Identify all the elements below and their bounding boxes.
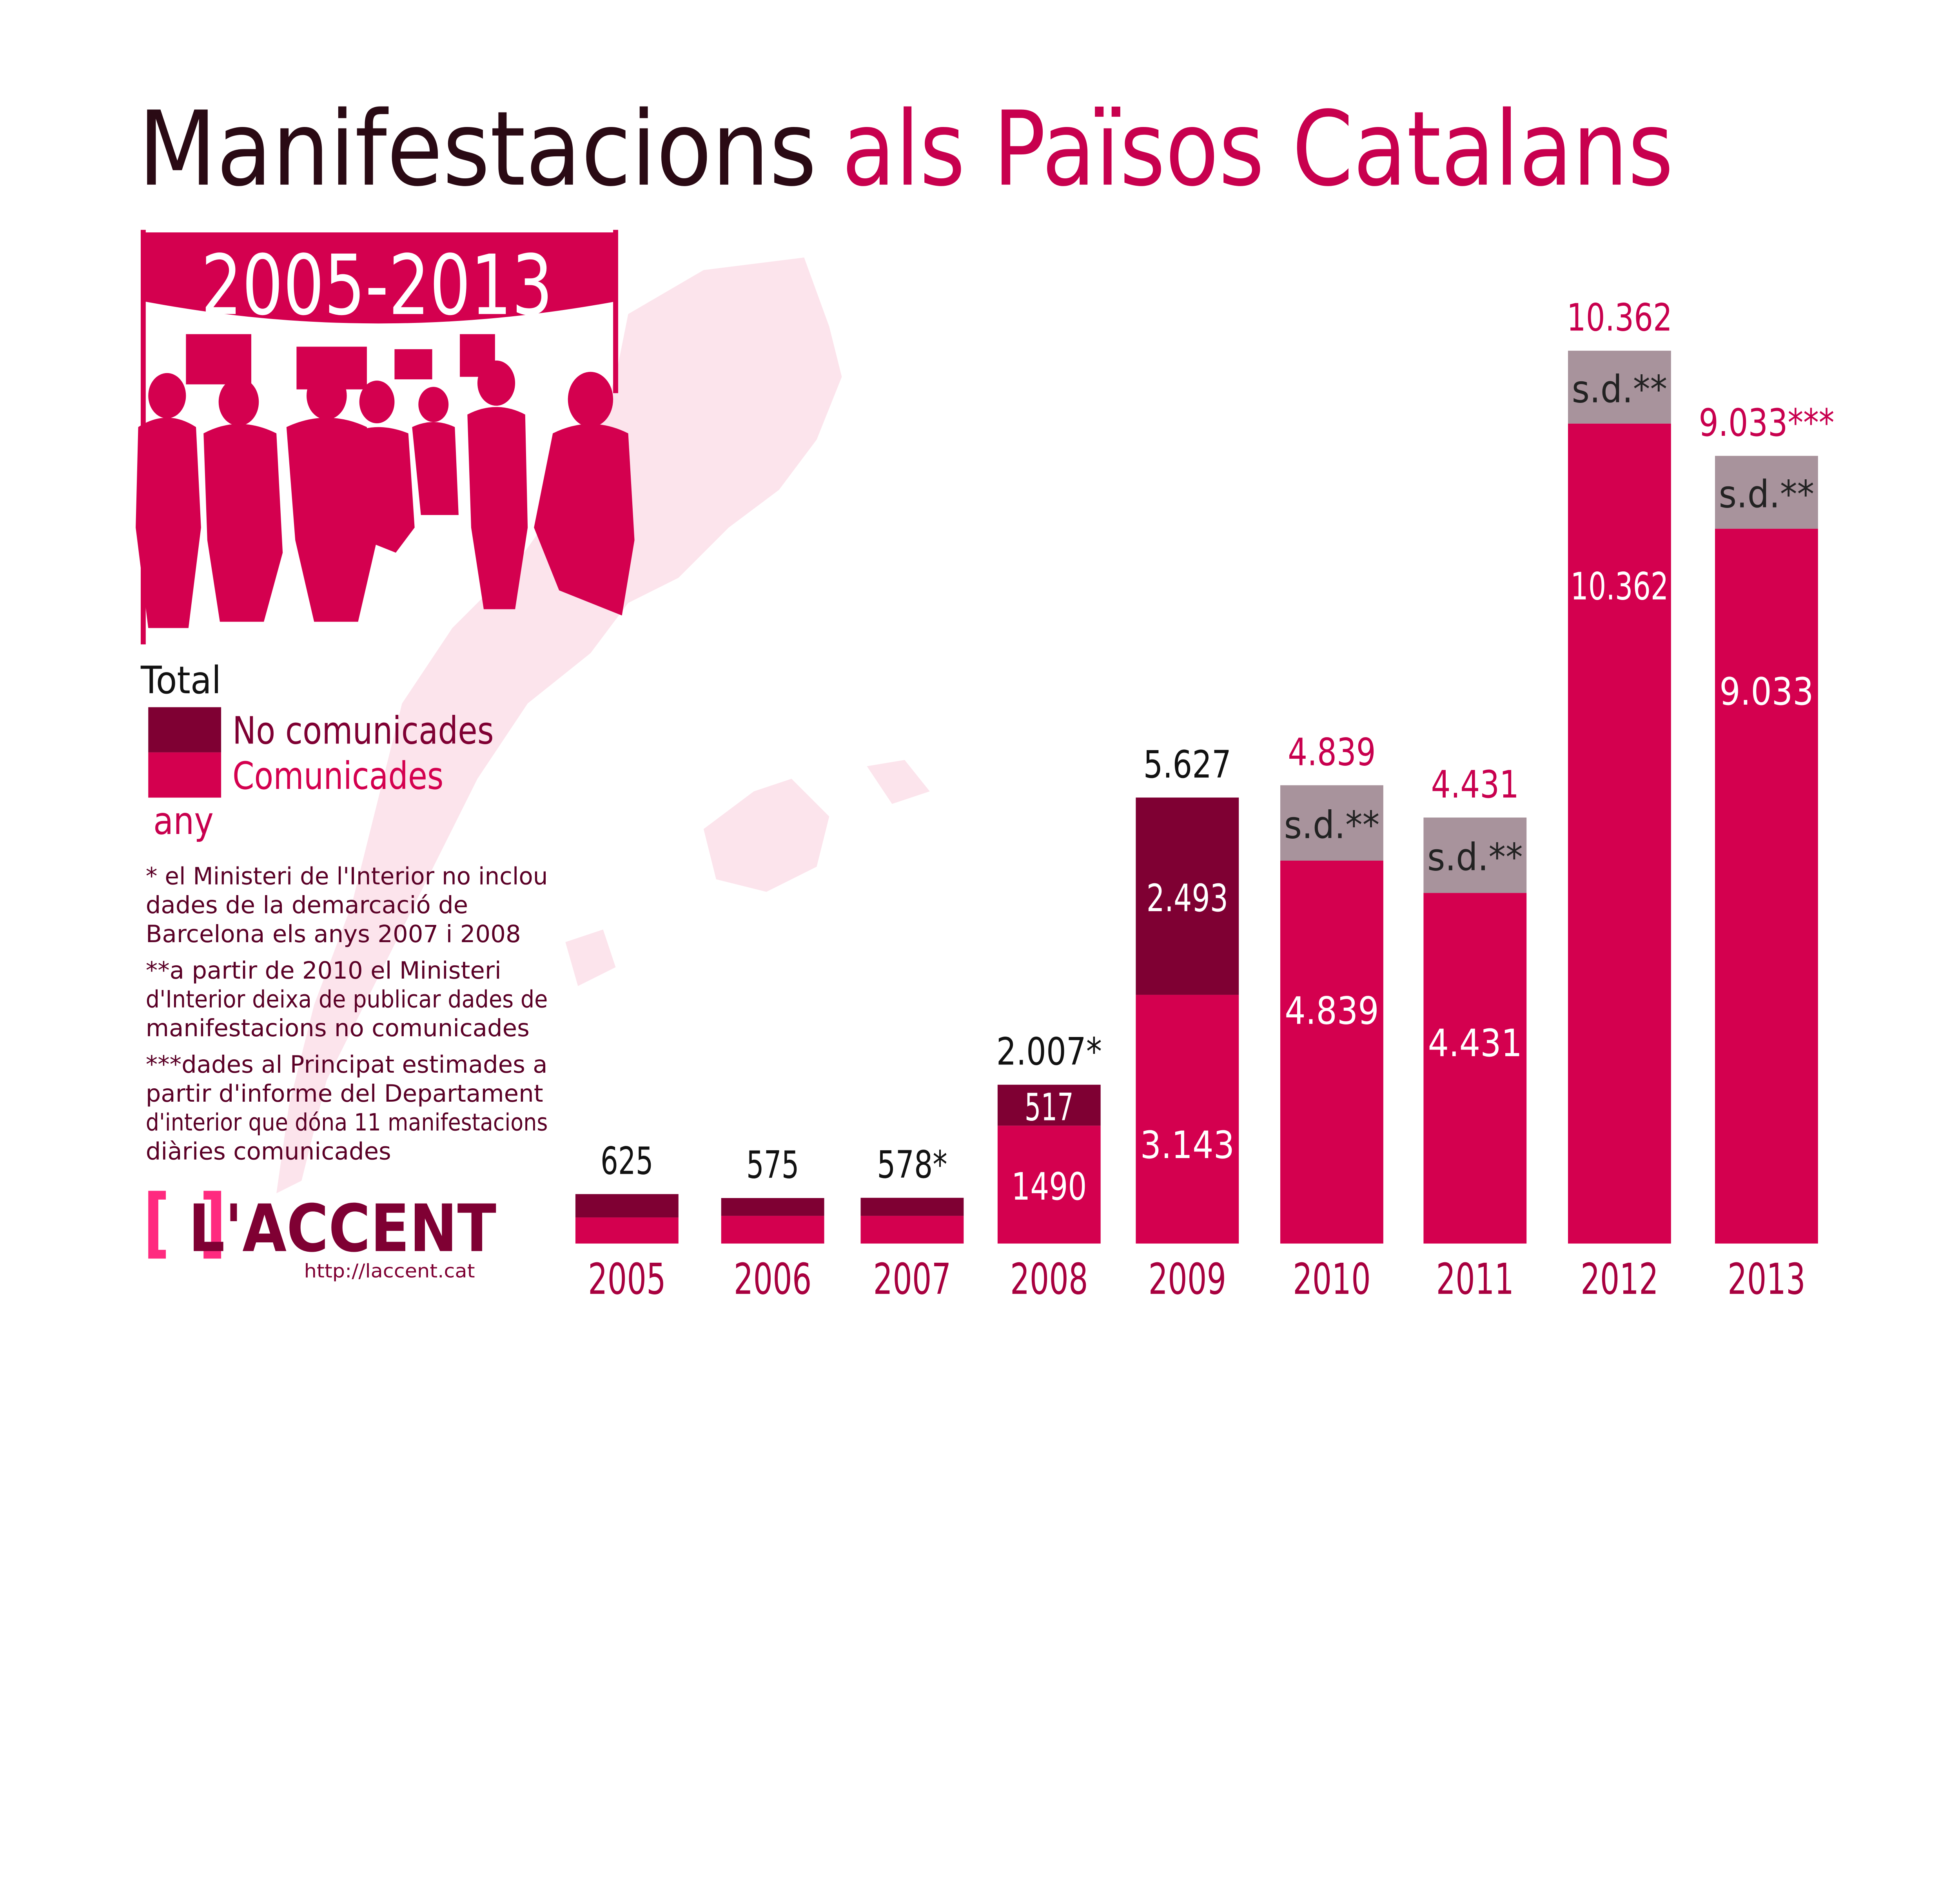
bar-comunicades-2006 bbox=[721, 1216, 824, 1244]
bar-chart: 625 2005 575 2006 578* 2007 1490 517 2.007* 2008 3… bbox=[575, 296, 1834, 1304]
x-tick-label: 2007 bbox=[873, 1254, 951, 1304]
bar-comunicades-2008 bbox=[997, 1126, 1101, 1244]
bar-no-comunicades-2007 bbox=[860, 1198, 964, 1216]
x-tick-label: 2013 bbox=[1728, 1254, 1806, 1304]
logo-bracket-right-icon bbox=[203, 1191, 221, 1259]
bar-sense-dades-2013 bbox=[1715, 456, 1818, 529]
value-label-no-comunicades: 517 bbox=[1025, 1085, 1074, 1129]
x-tick-label: 2006 bbox=[734, 1254, 812, 1304]
total-label: 5.627 bbox=[1143, 743, 1231, 787]
x-tick-label: 2009 bbox=[1148, 1254, 1226, 1304]
infographic: Manifestacions als Països Catalans 2005-… bbox=[136, 89, 1834, 1304]
footnote-line: dades de la demarcació de bbox=[146, 891, 468, 919]
value-label-comunicades: 1490 bbox=[1011, 1165, 1087, 1209]
total-label: 4.431 bbox=[1431, 763, 1519, 807]
bar-sense-dades-2012 bbox=[1568, 350, 1671, 424]
laccent-logo: L'ACCENT http://laccent.cat bbox=[148, 1191, 496, 1282]
footnote-line: manifestacions no comunicades bbox=[146, 1014, 530, 1042]
total-label: 625 bbox=[601, 1139, 653, 1183]
bar-no-comunicades-2008 bbox=[997, 1084, 1101, 1126]
legend-label-no-comunicades: No comunicades bbox=[232, 709, 494, 752]
footnote-line: d'interior que dóna 11 manifestacions bbox=[146, 1109, 548, 1137]
people-silhouettes-icon bbox=[136, 360, 635, 628]
bar-comunicades-2005 bbox=[575, 1217, 679, 1244]
total-label: 4.839 bbox=[1288, 730, 1376, 774]
value-label-sense-dades: s.d.** bbox=[1572, 367, 1668, 411]
bar-comunicades-2009 bbox=[1136, 995, 1239, 1244]
legend-swatch-comunicades bbox=[148, 752, 221, 798]
value-label-comunicades: 9.033 bbox=[1719, 670, 1813, 714]
total-label: 575 bbox=[746, 1143, 799, 1187]
legend-year-label: any bbox=[153, 799, 214, 843]
bar-sense-dades-2011 bbox=[1423, 818, 1527, 893]
legend-swatch-no-comunicades bbox=[148, 707, 221, 752]
banner-years: 2005-2013 bbox=[201, 237, 553, 334]
total-label: 10.362 bbox=[1567, 296, 1672, 340]
x-tick-label: 2008 bbox=[1010, 1254, 1088, 1304]
title-part1: Manifestacions bbox=[138, 89, 817, 209]
bar-no-comunicades-2005 bbox=[575, 1194, 679, 1218]
value-label-comunicades: 3.143 bbox=[1140, 1123, 1234, 1167]
logo-bracket-left-icon bbox=[148, 1191, 166, 1259]
bar-no-comunicades-2006 bbox=[721, 1198, 824, 1216]
bar-comunicades-2007 bbox=[860, 1216, 964, 1244]
footnote-line: Barcelona els anys 2007 i 2008 bbox=[146, 920, 521, 948]
value-label-sense-dades: s.d.** bbox=[1427, 836, 1523, 879]
bar-comunicades-2011 bbox=[1423, 893, 1527, 1244]
total-label: 2.007* bbox=[996, 1030, 1102, 1074]
value-label-comunicades: 10.362 bbox=[1570, 564, 1668, 608]
bar-comunicades-2013 bbox=[1715, 529, 1818, 1244]
footnote-line: partir d'informe del Departament bbox=[146, 1080, 543, 1108]
value-label-comunicades: 4.431 bbox=[1428, 1021, 1522, 1065]
value-label-no-comunicades: 2.493 bbox=[1147, 876, 1228, 920]
protest-illustration bbox=[136, 230, 635, 645]
footnote-line: diàries comunicades bbox=[146, 1137, 391, 1165]
title-part2: als Països Catalans bbox=[842, 89, 1673, 209]
legend-total-label: Total bbox=[140, 658, 221, 702]
bar-comunicades-2010 bbox=[1280, 860, 1383, 1244]
footnote-line: ***dades al Principat estimades a bbox=[146, 1051, 548, 1079]
x-tick-label: 2005 bbox=[588, 1254, 666, 1304]
total-label: 9.033*** bbox=[1699, 401, 1834, 445]
x-tick-label: 2010 bbox=[1293, 1254, 1371, 1304]
footnote-line: **a partir de 2010 el Ministeri bbox=[146, 957, 501, 984]
logo-text: L'ACCENT bbox=[189, 1191, 496, 1267]
legend: Total No comunicades Comunicades any bbox=[140, 658, 494, 843]
map-background bbox=[276, 257, 930, 1193]
logo-url[interactable]: http://laccent.cat bbox=[304, 1260, 475, 1282]
footnote-line: * el Ministeri de l'Interior no inclou bbox=[146, 862, 548, 890]
legend-label-comunicades: Comunicades bbox=[232, 754, 443, 798]
bar-sense-dades-2010 bbox=[1280, 785, 1383, 861]
value-label-sense-dades: s.d.** bbox=[1284, 803, 1380, 847]
value-label-comunicades: 4.839 bbox=[1285, 989, 1379, 1033]
x-tick-label: 2011 bbox=[1436, 1254, 1514, 1304]
footnotes: * el Ministeri de l'Interior no inclouda… bbox=[146, 862, 548, 1165]
bar-no-comunicades-2009 bbox=[1136, 798, 1239, 995]
value-label-sense-dades: s.d.** bbox=[1719, 473, 1815, 517]
bar-comunicades-2012 bbox=[1568, 423, 1671, 1244]
footnote-line: d'Interior deixa de publicar dades de bbox=[146, 986, 548, 1013]
total-label: 578* bbox=[877, 1143, 947, 1187]
x-tick-label: 2012 bbox=[1581, 1254, 1659, 1304]
